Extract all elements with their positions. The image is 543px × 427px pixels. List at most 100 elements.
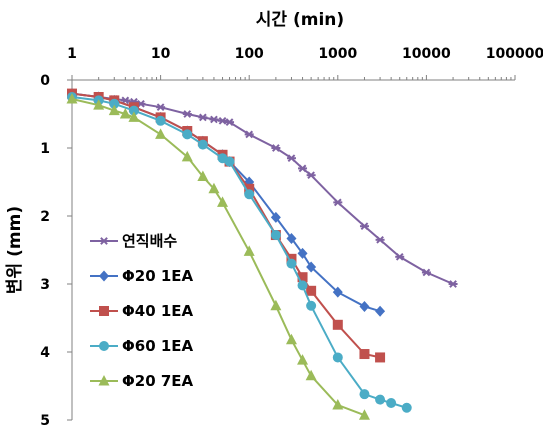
legend-item: Φ60 1EA xyxy=(90,337,194,355)
data-point xyxy=(359,349,370,360)
x-tick-labels: 1 10 100 1000 10000 100000 xyxy=(67,46,543,62)
axes xyxy=(67,75,516,421)
data-point xyxy=(270,299,282,311)
data-point xyxy=(218,116,228,125)
y-tick-label: 4 xyxy=(40,345,50,361)
data-point xyxy=(395,252,405,261)
data-point xyxy=(225,118,235,127)
data-point xyxy=(297,280,308,291)
y-tick-label: 2 xyxy=(40,209,50,225)
data-point xyxy=(244,130,254,139)
data-point xyxy=(93,99,105,110)
legend-marker xyxy=(99,237,109,245)
legend-marker xyxy=(99,306,109,316)
legend-marker xyxy=(99,270,109,282)
data-point xyxy=(244,189,255,200)
legend-label: Φ40 1EA xyxy=(122,302,194,320)
x-tick-label: 10 xyxy=(151,46,171,62)
data-point xyxy=(306,261,317,273)
legend-label: Φ60 1EA xyxy=(122,337,194,355)
data-point xyxy=(109,98,120,109)
data-point xyxy=(401,402,412,413)
x-tick-label: 100 xyxy=(235,46,264,62)
data-point xyxy=(332,399,344,410)
data-point xyxy=(198,113,208,122)
legend-item: Φ40 1EA xyxy=(90,302,194,320)
y-tick-label: 0 xyxy=(40,73,50,89)
data-point xyxy=(359,222,369,231)
data-point xyxy=(297,354,309,365)
data-point xyxy=(297,247,308,259)
data-point xyxy=(243,245,255,256)
series-line xyxy=(71,92,381,359)
data-point xyxy=(155,128,167,139)
data-point xyxy=(128,111,140,122)
data-point xyxy=(297,272,308,283)
series-line xyxy=(71,98,365,417)
data-point xyxy=(386,398,397,408)
data-point xyxy=(332,319,343,330)
x-tick-label: 1000 xyxy=(318,46,357,62)
y-tick-label: 3 xyxy=(40,277,50,293)
data-point xyxy=(156,103,166,112)
x-tick-label: 10000 xyxy=(402,46,451,62)
data-point xyxy=(128,105,139,116)
data-point xyxy=(359,389,370,400)
data-point xyxy=(271,144,281,152)
legend-marker xyxy=(98,375,110,386)
data-point xyxy=(298,164,308,173)
legend-label: Φ20 7EA xyxy=(122,372,194,390)
plot-series xyxy=(66,88,458,420)
data-point xyxy=(448,280,458,288)
data-point xyxy=(197,170,209,182)
legend-marker xyxy=(99,341,109,351)
data-point xyxy=(209,115,219,124)
data-point xyxy=(375,235,385,244)
legend-item: Φ20 7EA xyxy=(90,372,194,390)
data-point xyxy=(375,305,386,317)
x-tick-label: 100000 xyxy=(486,46,543,62)
data-point xyxy=(306,171,316,180)
data-point xyxy=(332,352,343,363)
data-point xyxy=(375,394,386,405)
legend-label: Φ20 1EA xyxy=(122,267,194,285)
data-point xyxy=(66,93,78,104)
data-point xyxy=(208,182,220,194)
data-point xyxy=(285,333,297,345)
data-point xyxy=(270,230,281,241)
data-point xyxy=(375,352,386,363)
series-4 xyxy=(67,92,412,413)
data-point xyxy=(286,232,297,244)
data-point xyxy=(358,409,370,420)
data-point xyxy=(244,183,255,194)
series-3 xyxy=(67,88,386,363)
legend-item: 연직배수 xyxy=(90,232,177,250)
data-point xyxy=(286,258,297,269)
series-5 xyxy=(66,93,370,420)
y-tick-label: 1 xyxy=(40,141,50,157)
y-tick-labels: 0 1 2 3 4 5 xyxy=(40,73,50,427)
data-point xyxy=(306,285,317,296)
data-point xyxy=(155,115,166,126)
data-point xyxy=(333,198,343,207)
data-point xyxy=(108,104,120,116)
data-point xyxy=(181,150,193,162)
data-point xyxy=(421,268,431,277)
data-point xyxy=(182,110,192,118)
data-point xyxy=(217,196,229,207)
data-point xyxy=(359,300,370,312)
data-point xyxy=(270,211,281,223)
x-tick-label: 1 xyxy=(67,46,77,62)
data-point xyxy=(305,369,317,381)
y-tick-label: 5 xyxy=(40,413,50,427)
x-axis-title: 시간 (min) xyxy=(256,10,344,30)
data-point xyxy=(286,154,296,163)
legend: 연직배수 Φ20 1EA Φ40 1EA Φ60 1EA Φ20 7EA xyxy=(90,232,194,390)
series-1 xyxy=(67,89,458,288)
legend-item: Φ20 1EA xyxy=(90,267,194,285)
data-point xyxy=(224,156,235,167)
series-line xyxy=(71,92,454,285)
data-point xyxy=(119,108,131,119)
data-point xyxy=(332,286,343,298)
